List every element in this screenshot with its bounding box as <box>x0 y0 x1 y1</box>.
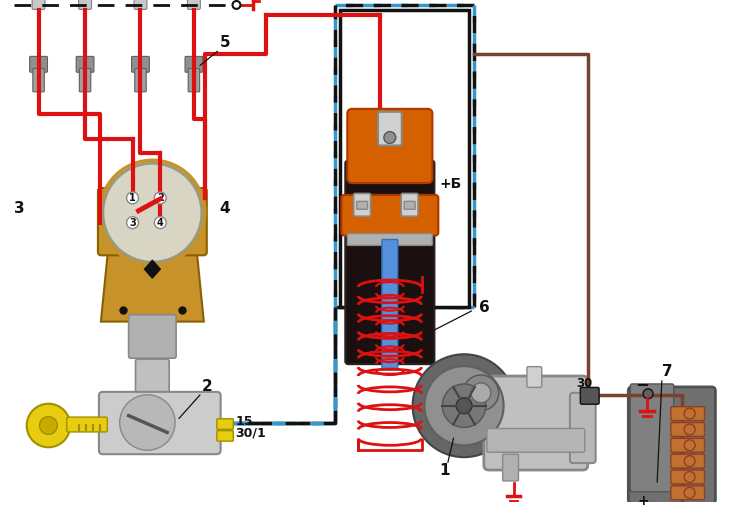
Circle shape <box>456 398 472 414</box>
Circle shape <box>127 216 139 229</box>
FancyBboxPatch shape <box>347 109 433 183</box>
Polygon shape <box>101 252 204 321</box>
FancyBboxPatch shape <box>136 359 170 398</box>
FancyBboxPatch shape <box>354 194 370 216</box>
FancyBboxPatch shape <box>341 195 438 236</box>
FancyBboxPatch shape <box>340 10 469 307</box>
FancyBboxPatch shape <box>188 68 200 92</box>
FancyBboxPatch shape <box>570 393 596 463</box>
FancyBboxPatch shape <box>32 0 45 10</box>
Circle shape <box>644 389 653 399</box>
Text: 4: 4 <box>157 218 164 228</box>
Circle shape <box>684 408 695 419</box>
FancyBboxPatch shape <box>130 179 154 205</box>
Text: 6: 6 <box>479 300 490 315</box>
FancyBboxPatch shape <box>630 384 674 492</box>
FancyBboxPatch shape <box>99 392 220 454</box>
FancyBboxPatch shape <box>170 179 194 205</box>
FancyBboxPatch shape <box>670 422 704 437</box>
FancyBboxPatch shape <box>111 179 134 205</box>
Circle shape <box>684 424 695 435</box>
Circle shape <box>424 366 504 445</box>
Text: +: + <box>638 494 649 507</box>
Circle shape <box>684 472 695 482</box>
FancyBboxPatch shape <box>401 194 418 216</box>
FancyBboxPatch shape <box>580 387 599 404</box>
FancyBboxPatch shape <box>487 428 585 452</box>
FancyBboxPatch shape <box>670 407 704 420</box>
FancyBboxPatch shape <box>185 56 202 72</box>
FancyBboxPatch shape <box>217 430 233 441</box>
FancyBboxPatch shape <box>67 417 107 432</box>
Text: 1: 1 <box>440 463 450 478</box>
FancyBboxPatch shape <box>670 470 704 484</box>
Text: 5: 5 <box>220 35 230 51</box>
Circle shape <box>40 417 57 434</box>
FancyBboxPatch shape <box>131 56 149 72</box>
FancyBboxPatch shape <box>670 454 704 468</box>
Circle shape <box>27 404 70 447</box>
Text: −: − <box>635 375 649 393</box>
FancyBboxPatch shape <box>345 160 434 364</box>
FancyBboxPatch shape <box>378 112 402 146</box>
FancyBboxPatch shape <box>188 0 200 10</box>
FancyBboxPatch shape <box>670 486 704 500</box>
Text: 15: 15 <box>236 416 253 428</box>
Circle shape <box>463 375 499 411</box>
FancyBboxPatch shape <box>484 376 588 470</box>
Text: 7: 7 <box>662 364 673 379</box>
FancyBboxPatch shape <box>80 68 91 92</box>
Text: 2: 2 <box>157 193 164 203</box>
FancyBboxPatch shape <box>357 201 368 209</box>
FancyBboxPatch shape <box>628 387 716 503</box>
Circle shape <box>684 440 695 451</box>
Text: +Б: +Б <box>440 177 461 191</box>
Circle shape <box>471 383 490 403</box>
Circle shape <box>684 456 695 466</box>
FancyBboxPatch shape <box>527 367 542 387</box>
Text: 30: 30 <box>576 377 592 390</box>
Circle shape <box>154 216 166 229</box>
FancyBboxPatch shape <box>98 188 207 256</box>
FancyBboxPatch shape <box>134 0 147 10</box>
Text: 4: 4 <box>220 201 230 216</box>
Text: 2: 2 <box>202 379 212 394</box>
Circle shape <box>442 384 486 427</box>
Circle shape <box>684 487 695 498</box>
Text: 3: 3 <box>13 201 25 216</box>
Circle shape <box>232 1 241 9</box>
FancyBboxPatch shape <box>670 439 704 452</box>
Polygon shape <box>145 260 160 278</box>
Circle shape <box>120 395 175 450</box>
FancyBboxPatch shape <box>347 234 433 245</box>
FancyBboxPatch shape <box>140 407 164 430</box>
FancyBboxPatch shape <box>382 239 398 370</box>
Circle shape <box>413 354 515 457</box>
FancyBboxPatch shape <box>128 315 176 358</box>
FancyBboxPatch shape <box>404 201 415 209</box>
Circle shape <box>154 192 166 204</box>
Circle shape <box>384 132 396 143</box>
FancyBboxPatch shape <box>217 419 233 429</box>
FancyBboxPatch shape <box>503 454 518 481</box>
FancyBboxPatch shape <box>30 56 47 72</box>
Circle shape <box>103 163 202 262</box>
Text: 30/1: 30/1 <box>236 426 266 440</box>
FancyBboxPatch shape <box>79 0 92 10</box>
Text: 1: 1 <box>129 193 136 203</box>
FancyBboxPatch shape <box>33 68 44 92</box>
FancyBboxPatch shape <box>340 20 469 302</box>
FancyBboxPatch shape <box>76 56 94 72</box>
Circle shape <box>127 192 139 204</box>
FancyBboxPatch shape <box>135 68 146 92</box>
Text: 3: 3 <box>129 218 136 228</box>
FancyBboxPatch shape <box>151 179 174 205</box>
